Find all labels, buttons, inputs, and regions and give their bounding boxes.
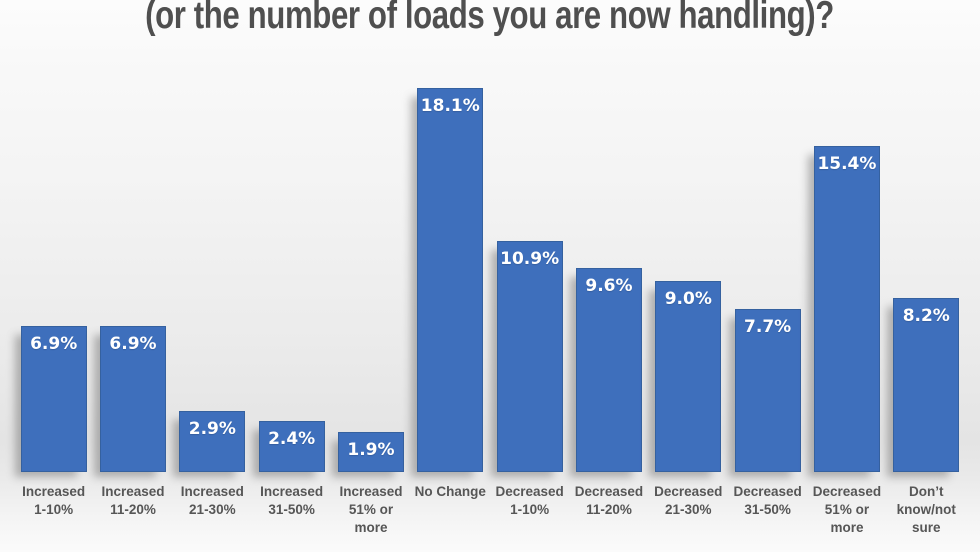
x-axis-labels: Increased 1-10% Increased 11-20% Increas… <box>0 483 980 537</box>
bar: 18.1% <box>417 88 484 472</box>
x-axis-label: Decreased 1-10% <box>495 484 564 517</box>
x-axis-label: Increased 31-50% <box>260 484 324 517</box>
bar-column: 6.9% <box>93 44 172 472</box>
bar-column: 6.9% <box>14 44 93 472</box>
chart-title-text: (or the number of loads you are now hand… <box>145 0 835 37</box>
bar-value-label: 15.4% <box>817 154 877 174</box>
bar: 6.9% <box>20 326 87 472</box>
x-axis-label: Increased 11-20% <box>101 484 165 517</box>
bar: 8.2% <box>893 298 960 472</box>
bar-value-label: 9.0% <box>664 289 712 309</box>
bar-column: 8.2% <box>887 44 966 472</box>
bar-value-label: 6.9% <box>109 334 157 354</box>
bar-column: 15.4% <box>807 44 886 472</box>
bar-column: 1.9% <box>331 44 410 472</box>
bar-column: 2.9% <box>173 44 252 472</box>
x-axis-label: No Change <box>414 484 486 499</box>
x-axis-label: Don’t know/not sure <box>896 484 956 535</box>
bar: 2.4% <box>258 421 325 472</box>
bar-value-label: 10.9% <box>500 249 560 269</box>
bar-value-label: 2.4% <box>268 429 316 449</box>
bar: 1.9% <box>337 432 404 472</box>
bar-value-label: 9.6% <box>585 276 633 296</box>
bar-column: 18.1% <box>411 44 490 472</box>
bar-column: 9.6% <box>569 44 648 472</box>
bar: 9.0% <box>655 281 722 472</box>
bar-value-label: 8.2% <box>902 306 950 326</box>
bar-column: 9.0% <box>649 44 728 472</box>
bar-column: 10.9% <box>490 44 569 472</box>
x-axis-label: Increased 1-10% <box>22 484 86 517</box>
bar: 6.9% <box>99 326 166 472</box>
bar: 2.9% <box>179 411 246 472</box>
x-axis-label: Decreased 21-30% <box>654 484 723 517</box>
bar: 7.7% <box>734 309 801 472</box>
x-axis-label: Decreased 11-20% <box>574 484 644 517</box>
x-axis-label: Increased 21-30% <box>180 484 244 517</box>
bar: 9.6% <box>575 268 642 472</box>
x-axis-label: Decreased 31-50% <box>733 484 802 517</box>
bar-value-label: 1.9% <box>347 440 395 460</box>
bar: 10.9% <box>496 241 563 472</box>
bar-column: 7.7% <box>728 44 807 472</box>
bar-value-label: 6.9% <box>30 334 78 354</box>
chart-title: (or the number of loads you are now hand… <box>0 0 980 46</box>
bar-value-label: 7.7% <box>744 317 792 337</box>
bar-value-label: 18.1% <box>420 96 480 116</box>
bar-column: 2.4% <box>252 44 331 472</box>
bar: 15.4% <box>813 146 880 472</box>
plot-area: 6.9% 6.9% 2.9% 2.4% 1.9% 18.1% 10.9% 9. <box>0 44 980 472</box>
x-axis-label: Decreased 51% or more <box>812 484 882 535</box>
x-axis-label: Increased 51% or more <box>339 484 403 535</box>
bar-value-label: 2.9% <box>188 419 236 439</box>
